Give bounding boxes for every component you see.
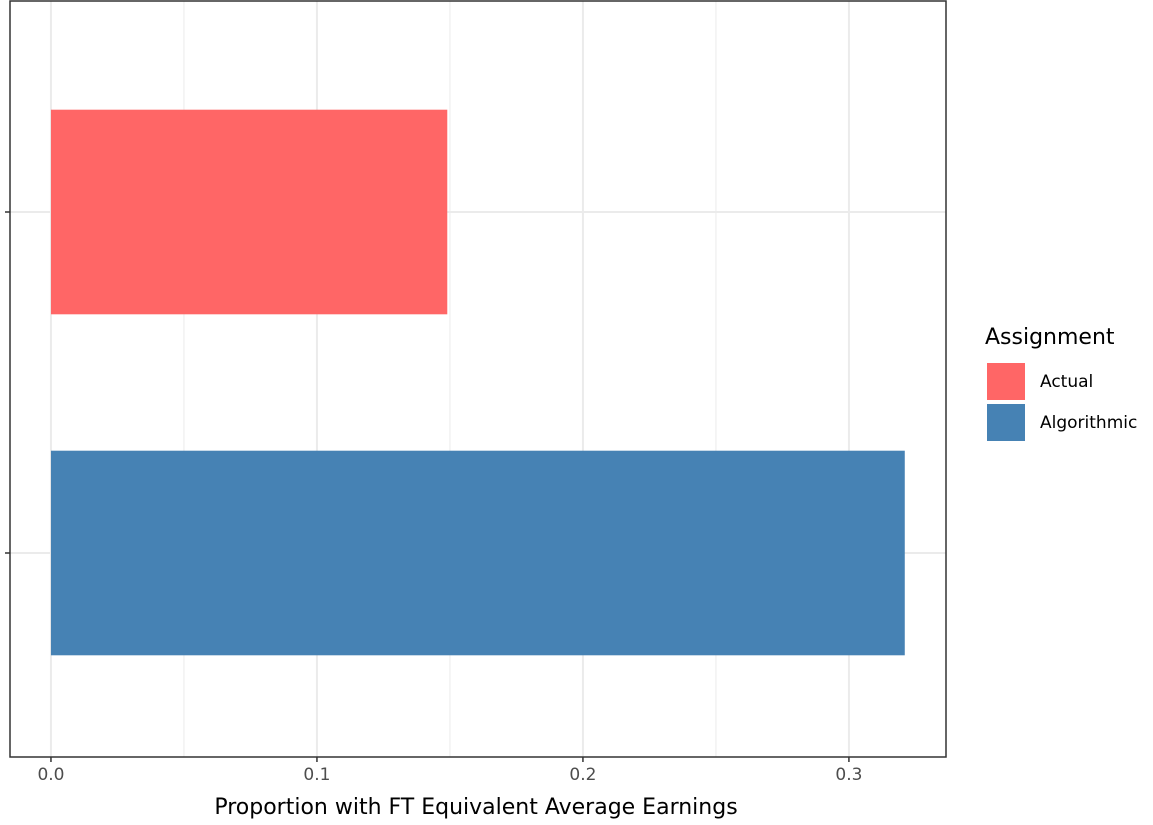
x-tick-label: 0.1 (303, 765, 330, 785)
x-tick-label: 0.2 (569, 765, 596, 785)
bar (50, 450, 905, 656)
x-axis-title: Proportion with FT Equivalent Average Ea… (214, 795, 737, 820)
bar (50, 109, 448, 315)
panel-border (9, 0, 947, 758)
legend-key (987, 363, 1025, 400)
legend-label: Algorithmic (1040, 413, 1137, 433)
legend-label: Actual (1040, 372, 1093, 392)
legend-title: Assignment (985, 325, 1115, 350)
legend-key (987, 404, 1025, 441)
x-tick-label: 0.3 (835, 765, 862, 785)
x-tick-label: 0.0 (37, 765, 64, 785)
